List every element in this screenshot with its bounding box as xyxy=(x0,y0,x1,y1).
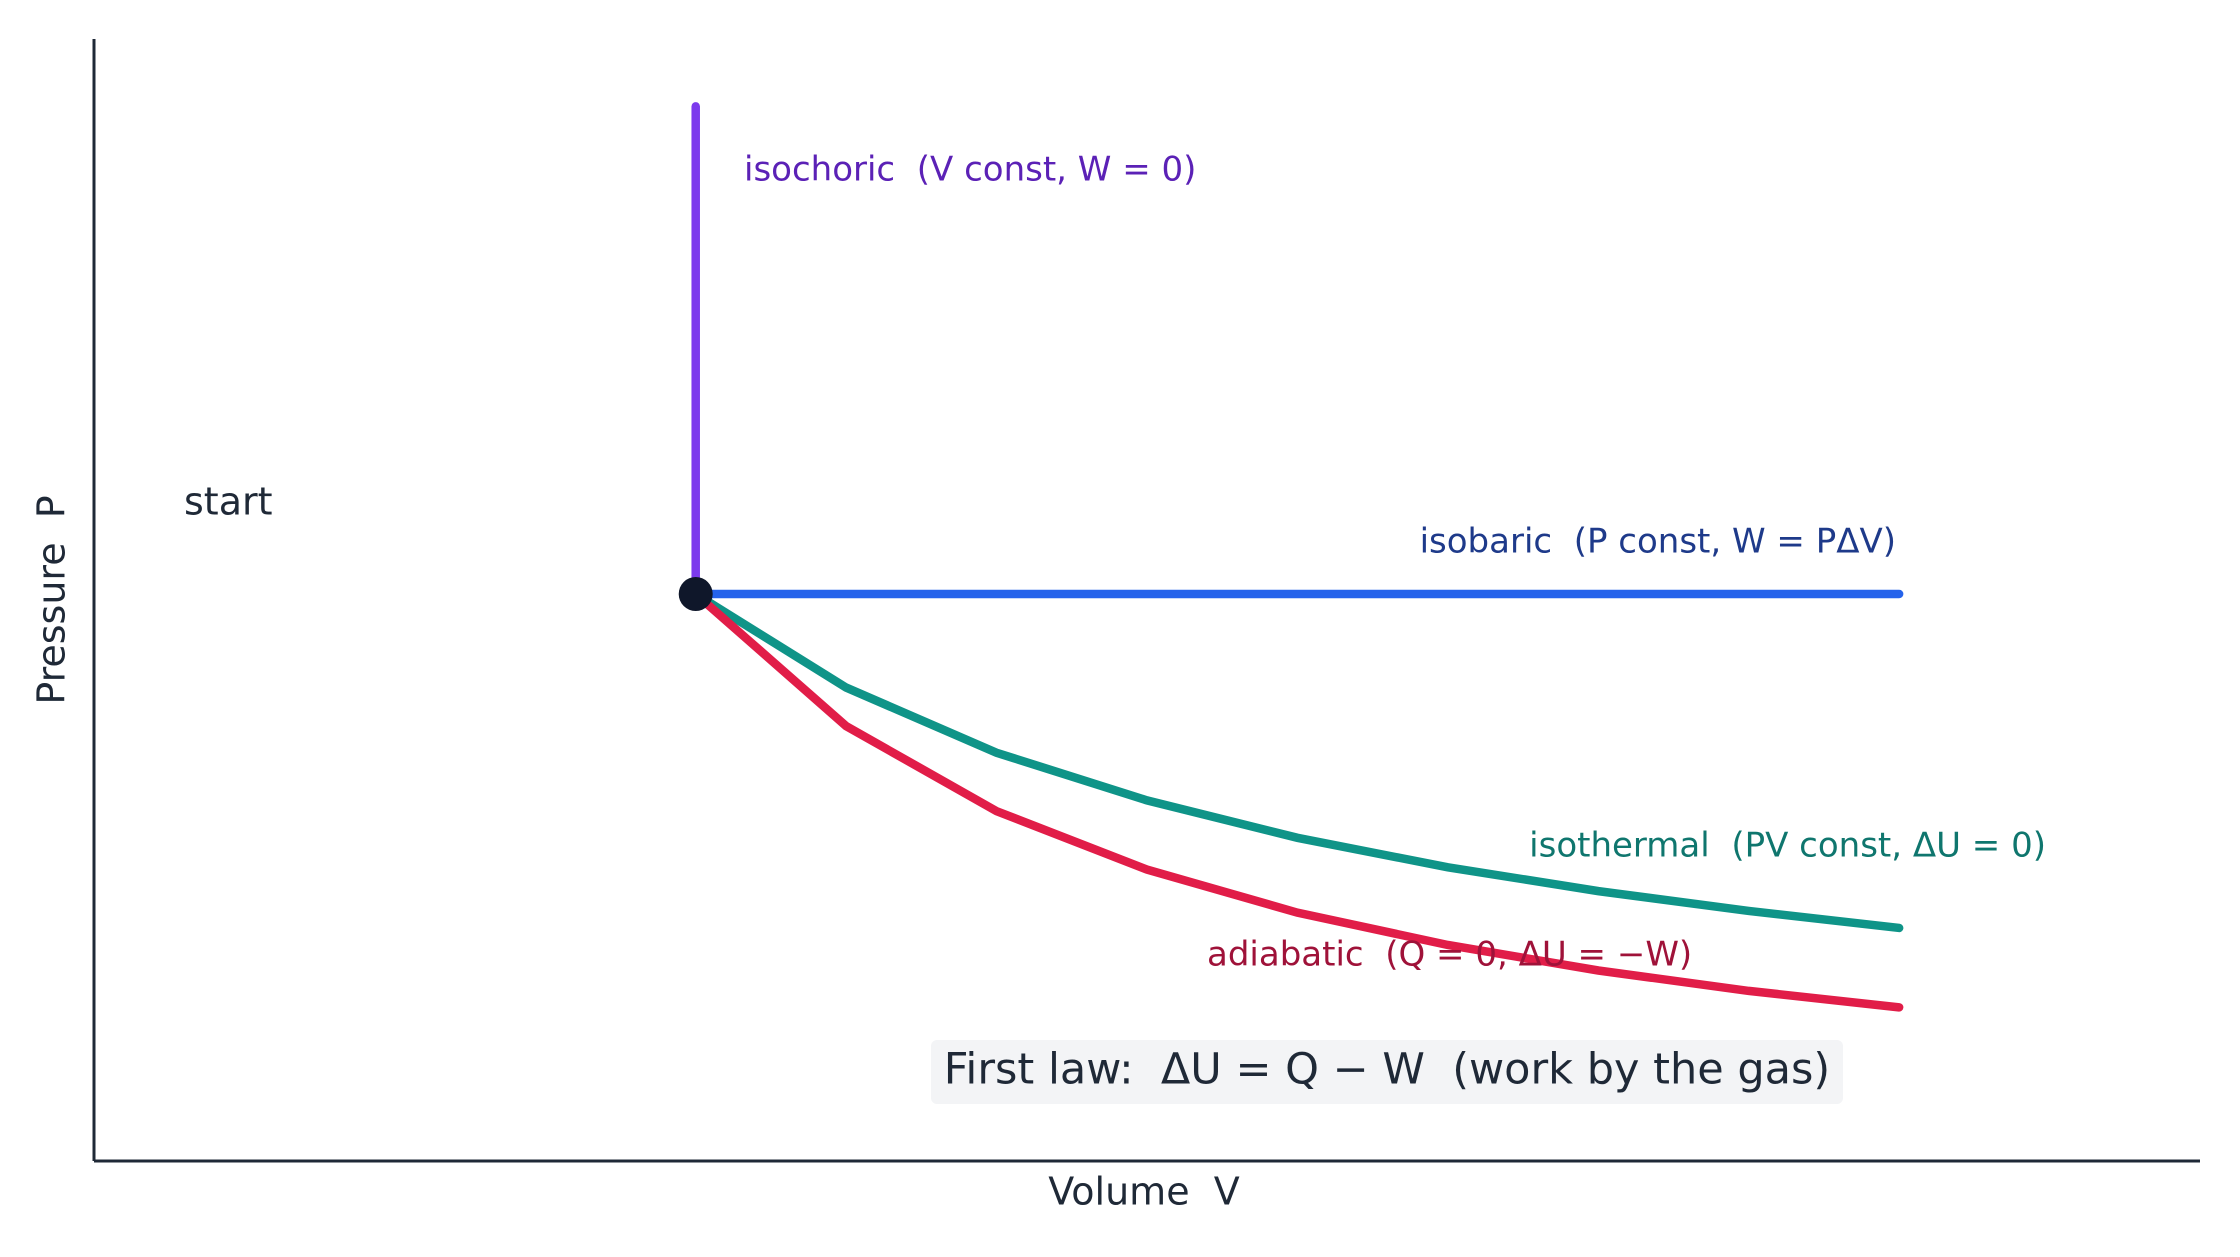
start-label: start xyxy=(184,480,273,524)
series-line xyxy=(691,589,1904,933)
series-label: isobaric (P const, W = PΔV) xyxy=(1420,522,1896,562)
series-label: isothermal (PV const, ΔU = 0) xyxy=(1529,826,2046,866)
series-label: isochoric (V const, W = 0) xyxy=(744,150,1196,190)
annotation-box xyxy=(931,1040,1843,1104)
start-point xyxy=(678,577,713,611)
y-axis-label: Pressure P xyxy=(30,495,74,704)
annotation: First law: ΔU = Q − W (work by the gas) xyxy=(944,1045,1830,1095)
series-line xyxy=(691,589,1904,1012)
series-label: adiabatic (Q = 0, ΔU = −W) xyxy=(1207,935,1692,975)
x-axis-label: Volume V xyxy=(1048,1170,1239,1214)
